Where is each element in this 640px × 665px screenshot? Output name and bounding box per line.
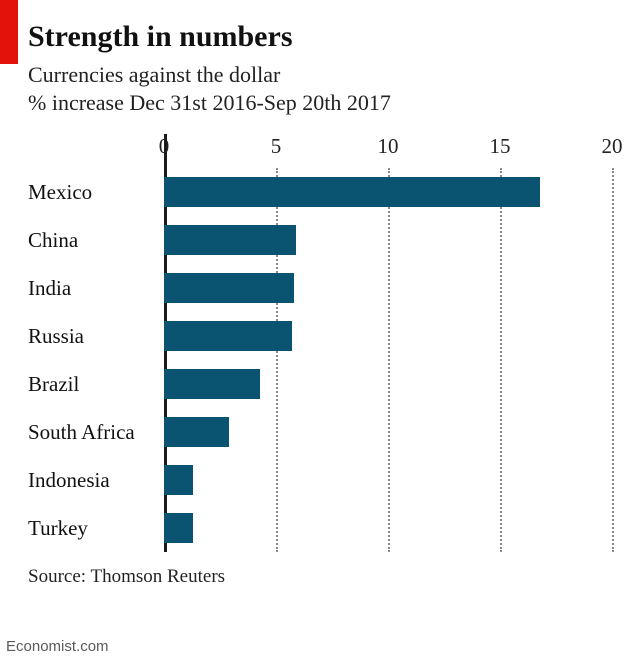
bar-area [164,312,612,360]
bar [164,465,193,495]
x-tick-label: 20 [602,134,623,159]
x-tick-label: 5 [271,134,282,159]
chart-area: 05101520 MexicoChinaIndiaRussiaBrazilSou… [28,134,612,552]
source-prefix: Source: [28,566,86,587]
category-label: India [28,276,164,301]
bar-row: Russia [28,312,612,360]
category-label: Turkey [28,516,164,541]
bar [164,369,260,399]
footer-credit: Economist.com [6,638,109,655]
chart-subtitle: Currencies against the dollar [28,61,612,89]
source-text: Thomson Reuters [90,566,225,587]
bar-row: South Africa [28,408,612,456]
x-tick-label: 10 [378,134,399,159]
bar-area [164,504,612,552]
bar-row: Mexico [28,168,612,216]
bar [164,225,296,255]
x-tick-label: 15 [490,134,511,159]
category-label: Indonesia [28,468,164,493]
category-label: Mexico [28,180,164,205]
category-label: Brazil [28,372,164,397]
category-label: South Africa [28,420,164,445]
bar [164,417,229,447]
brand-red-tab [0,0,18,64]
bar-area [164,216,612,264]
bar [164,177,540,207]
bar-row: Turkey [28,504,612,552]
bar-row: India [28,264,612,312]
chart-subline: % increase Dec 31st 2016-Sep 20th 2017 [28,89,612,117]
bar-row: Brazil [28,360,612,408]
bar [164,273,294,303]
source-line: Source: Thomson Reuters [28,566,612,588]
plot-area: Mexico China India Russia Brazil South Africa… [28,168,612,552]
category-label: Russia [28,324,164,349]
bar [164,513,193,543]
x-axis: 05101520 [28,134,612,168]
chart-title: Strength in numbers [28,20,612,53]
bar-area [164,456,612,504]
category-label: China [28,228,164,253]
chart-container: Strength in numbers Currencies against t… [0,0,640,588]
bar-area [164,264,612,312]
bar-area [164,408,612,456]
bar-row: China [28,216,612,264]
bar [164,321,292,351]
bar-area [164,360,612,408]
bar-row: Indonesia [28,456,612,504]
bar-area [164,168,612,216]
gridline [612,168,614,552]
